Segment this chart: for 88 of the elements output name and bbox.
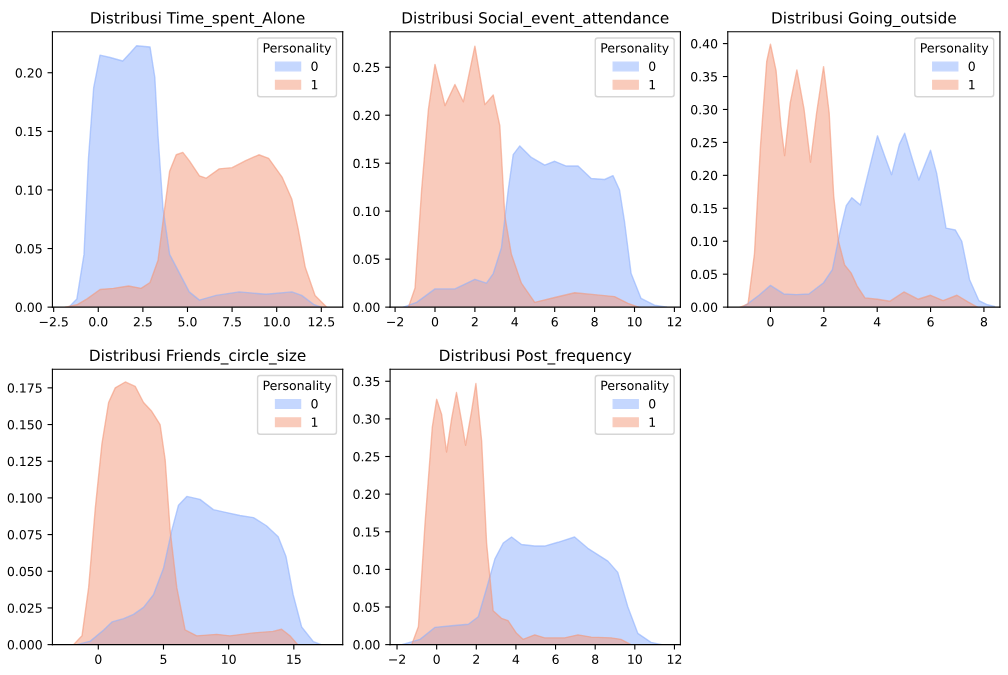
y-tick-label: 0.35 [691,72,717,82]
y-tick-label: 0.15 [691,203,717,214]
y-tick-label: 0.05 [353,602,380,612]
y-tick-label: 0.00 [353,302,380,313]
y-tick-label: 0.15 [15,126,42,137]
x-tick-label: 5 [160,654,167,665]
x-tick-label: 2 [471,317,478,327]
y-tick-label: 0.125 [7,456,42,467]
legend-label: 1 [649,80,656,90]
x-tick-label: 10.0 [264,317,290,327]
y-tick-label: 0.10 [353,564,380,575]
x-tick-label: −2 [387,317,404,327]
y-tick-label: 0.05 [15,244,42,254]
legend-title: Personality [263,380,332,393]
y-tick-label: 0.025 [7,603,42,613]
y-tick-label: 0.075 [7,530,42,540]
y-tick-label: 0.05 [353,254,380,265]
y-tick-label: 0.30 [691,104,718,115]
x-tick-label: 2 [473,654,480,664]
y-tick-label: 0.00 [353,640,380,650]
y-tick-label: 0.25 [353,451,380,462]
x-tick-label: 8 [980,317,988,327]
legend-title: Personality [601,42,669,56]
y-tick-label: 0.20 [353,110,380,121]
legend-label: 0 [311,399,318,409]
y-tick-label: 0.10 [353,206,380,217]
y-tick-label: 0.15 [353,527,380,537]
y-tick-label: 0.100 [7,493,42,503]
x-tick-label: 0.0 [89,317,108,327]
chart-title: Distribusi Friends_circle_size [90,349,306,365]
x-tick-label: 4 [512,654,520,664]
chart-title: Distribusi Social_event_attendance [402,11,669,27]
x-tick-label: 8 [591,317,598,327]
y-tick-label: 0.10 [15,185,42,195]
x-tick-label: 4 [511,317,519,327]
y-tick-label: 0.00 [691,302,718,313]
x-tick-label: 12.5 [308,317,335,327]
x-tick-label: 2 [820,317,827,327]
y-tick-label: 0.35 [353,376,380,387]
legend-label: 0 [649,61,656,71]
legend-label: 1 [311,80,318,90]
y-tick-label: 0.175 [7,383,42,393]
x-tick-label: 0 [95,654,102,665]
y-tick-label: 0.40 [691,39,718,49]
x-tick-label: 6 [927,317,934,327]
legend-label: 1 [969,80,975,90]
x-tick-label: 10 [222,654,236,665]
y-tick-label: 0.000 [7,640,42,650]
legend-label: 0 [968,61,975,71]
x-tick-label: 6 [551,317,558,327]
legend-title: Personality [263,42,332,56]
x-tick-label: 15 [287,654,301,665]
y-tick-label: 0.25 [353,62,380,73]
chart-title: Distribusi Time_spent_Alone [91,11,305,27]
y-tick-label: 0.150 [7,420,42,430]
x-tick-label: 12 [667,654,682,664]
x-tick-label: 4 [873,317,881,327]
x-tick-label: 10 [628,654,642,665]
y-tick-label: 0.05 [691,269,717,280]
y-tick-label: 0.20 [353,489,380,500]
y-tick-label: 0.20 [691,170,718,181]
x-tick-label: 0 [767,317,774,327]
legend-title: Personality [601,380,669,393]
x-tick-label: 8 [592,654,599,665]
legend-title: Personality [921,42,989,56]
y-tick-label: 0.25 [691,137,717,148]
x-tick-label: −2 [389,654,405,664]
x-tick-label: 12 [667,317,682,327]
chart-title: Distribusi Going_outside [772,11,956,27]
x-tick-label: 2.5 [133,317,152,327]
x-tick-label: 0 [431,317,439,327]
y-tick-label: 0.15 [353,158,380,169]
y-tick-label: 0.20 [15,68,42,78]
y-tick-label: 0.30 [353,414,380,424]
y-tick-label: 0.050 [7,566,42,577]
legend-label: 0 [311,61,318,71]
legend-label: 1 [311,417,318,427]
x-tick-label: −2.5 [39,317,68,327]
chart-title: Distribusi Post_frequency [440,349,632,365]
x-tick-label: 0 [433,654,440,665]
x-tick-label: 7.5 [223,317,241,327]
legend-label: 0 [649,399,656,409]
x-tick-label: 5.0 [178,317,197,327]
y-tick-label: 0.00 [15,302,42,313]
x-tick-label: 10 [627,317,642,327]
y-tick-label: 0.10 [691,236,718,247]
legend-label: 1 [649,417,656,427]
x-tick-label: 6 [552,654,559,665]
